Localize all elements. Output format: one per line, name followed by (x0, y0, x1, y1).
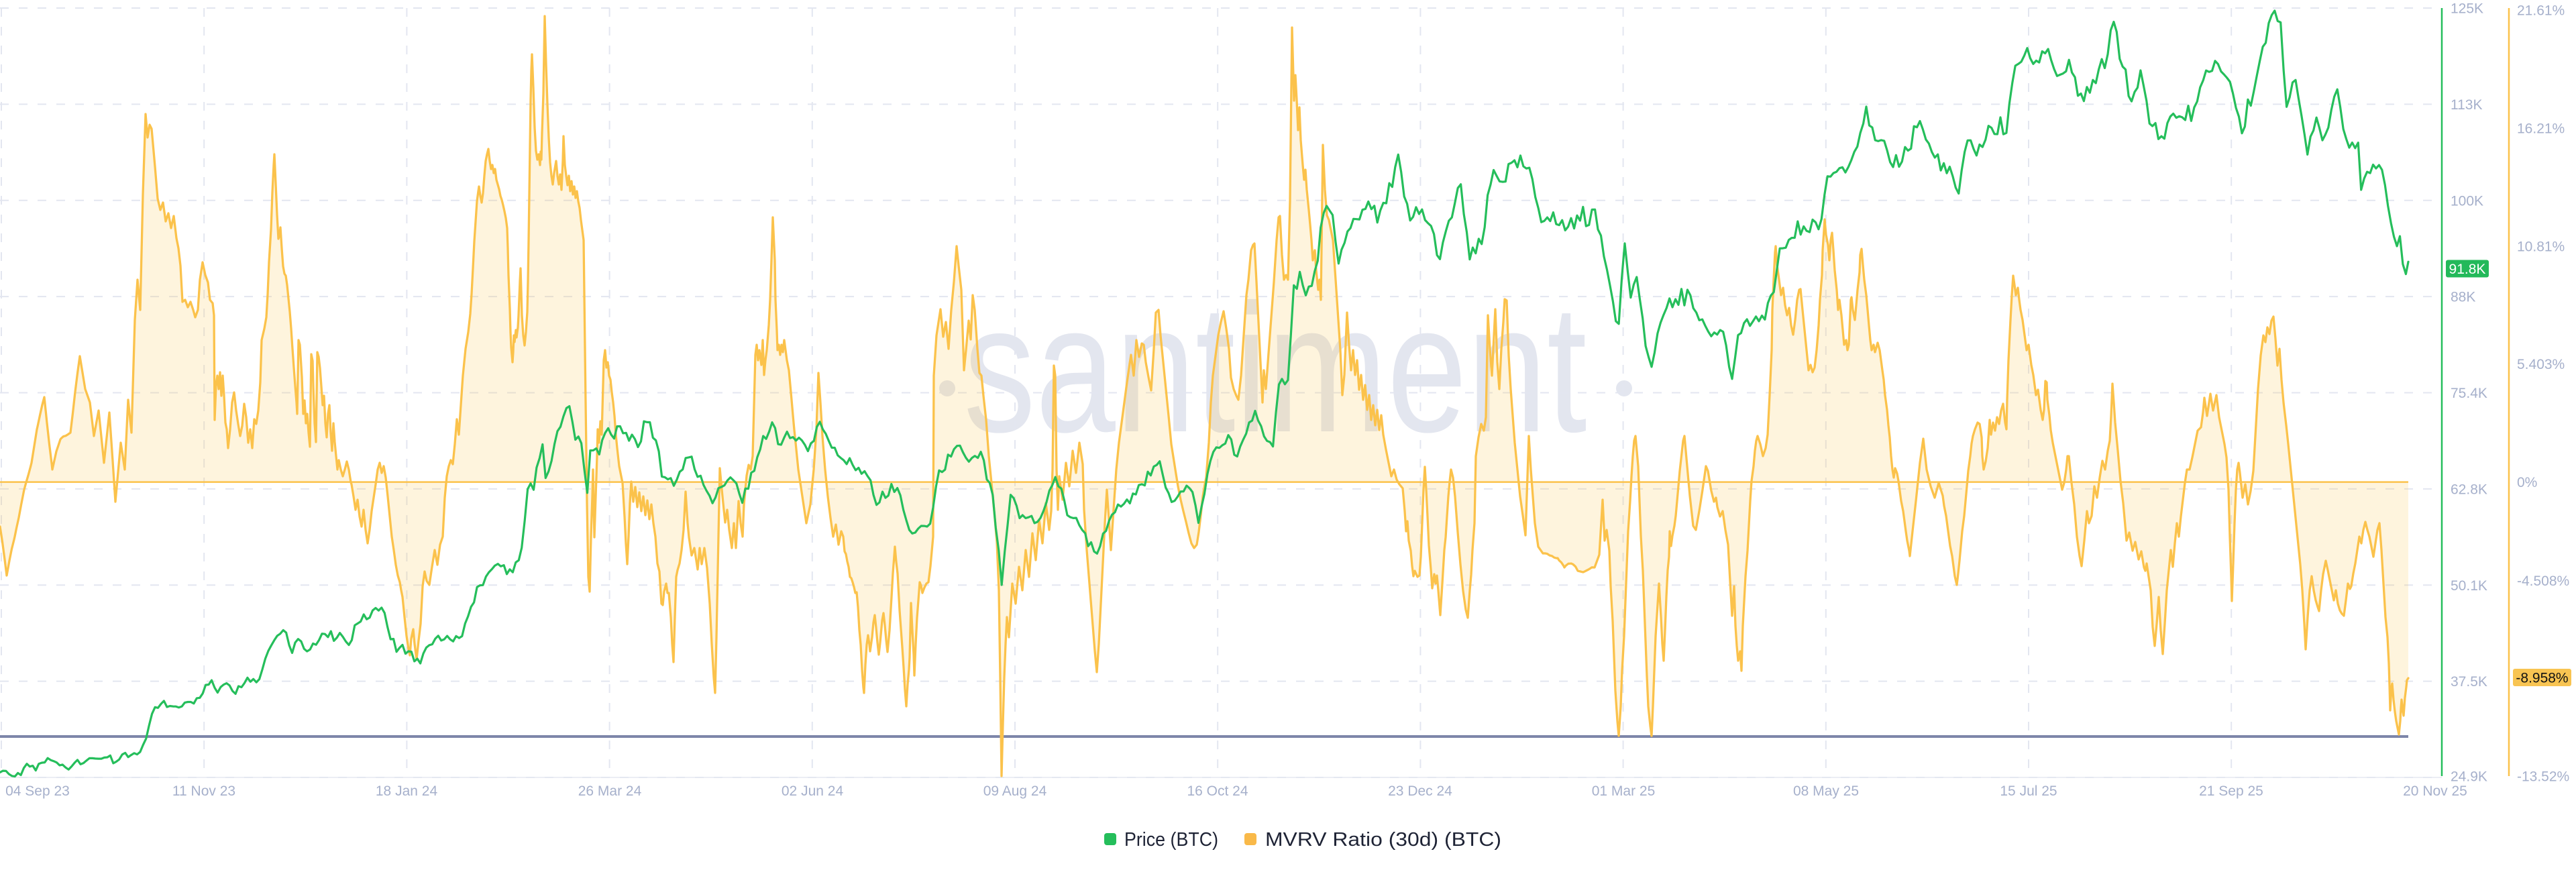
svg-text:16 Oct 24: 16 Oct 24 (1187, 783, 1248, 799)
svg-text:21.61%: 21.61% (2517, 3, 2565, 19)
svg-text:23 Dec 24: 23 Dec 24 (1388, 783, 1452, 799)
svg-text:MVRV Ratio (30d) (BTC): MVRV Ratio (30d) (BTC) (1265, 829, 1501, 851)
svg-text:10.81%: 10.81% (2517, 239, 2565, 254)
svg-text:16.21%: 16.21% (2517, 121, 2565, 137)
svg-text:24.9K: 24.9K (2451, 769, 2487, 785)
svg-text:5.403%: 5.403% (2517, 357, 2565, 372)
svg-text:18 Jan 24: 18 Jan 24 (376, 783, 438, 799)
svg-text:Price (BTC): Price (BTC) (1124, 829, 1218, 851)
svg-text:62.8K: 62.8K (2451, 482, 2487, 497)
svg-text:11 Nov 23: 11 Nov 23 (172, 783, 235, 799)
svg-text:09 Aug 24: 09 Aug 24 (983, 783, 1047, 799)
svg-text:santiment: santiment (964, 266, 1588, 470)
svg-text:0%: 0% (2517, 475, 2537, 490)
svg-text:50.1K: 50.1K (2451, 578, 2487, 594)
svg-text:91.8K: 91.8K (2449, 262, 2486, 277)
svg-text:02 Jun 24: 02 Jun 24 (782, 783, 844, 799)
svg-text:-4.508%: -4.508% (2517, 574, 2569, 589)
svg-text:-8.958%: -8.958% (2516, 671, 2568, 686)
svg-text:26 Mar 24: 26 Mar 24 (578, 783, 642, 799)
svg-text:15 Jul 25: 15 Jul 25 (2000, 783, 2057, 799)
svg-text:-13.52%: -13.52% (2517, 769, 2569, 785)
svg-text:20 Nov 25: 20 Nov 25 (2403, 783, 2467, 799)
svg-text:37.5K: 37.5K (2451, 674, 2487, 690)
svg-text:100K: 100K (2451, 193, 2483, 209)
svg-text:113K: 113K (2451, 97, 2483, 113)
svg-text:21 Sep 25: 21 Sep 25 (2199, 783, 2263, 799)
svg-text:75.4K: 75.4K (2451, 386, 2487, 401)
svg-text:08 May 25: 08 May 25 (1793, 783, 1859, 799)
svg-text:88K: 88K (2451, 290, 2475, 305)
svg-text:125K: 125K (2451, 1, 2483, 17)
svg-text:01 Mar 25: 01 Mar 25 (1592, 783, 1656, 799)
svg-text:04 Sep 23: 04 Sep 23 (5, 783, 70, 799)
